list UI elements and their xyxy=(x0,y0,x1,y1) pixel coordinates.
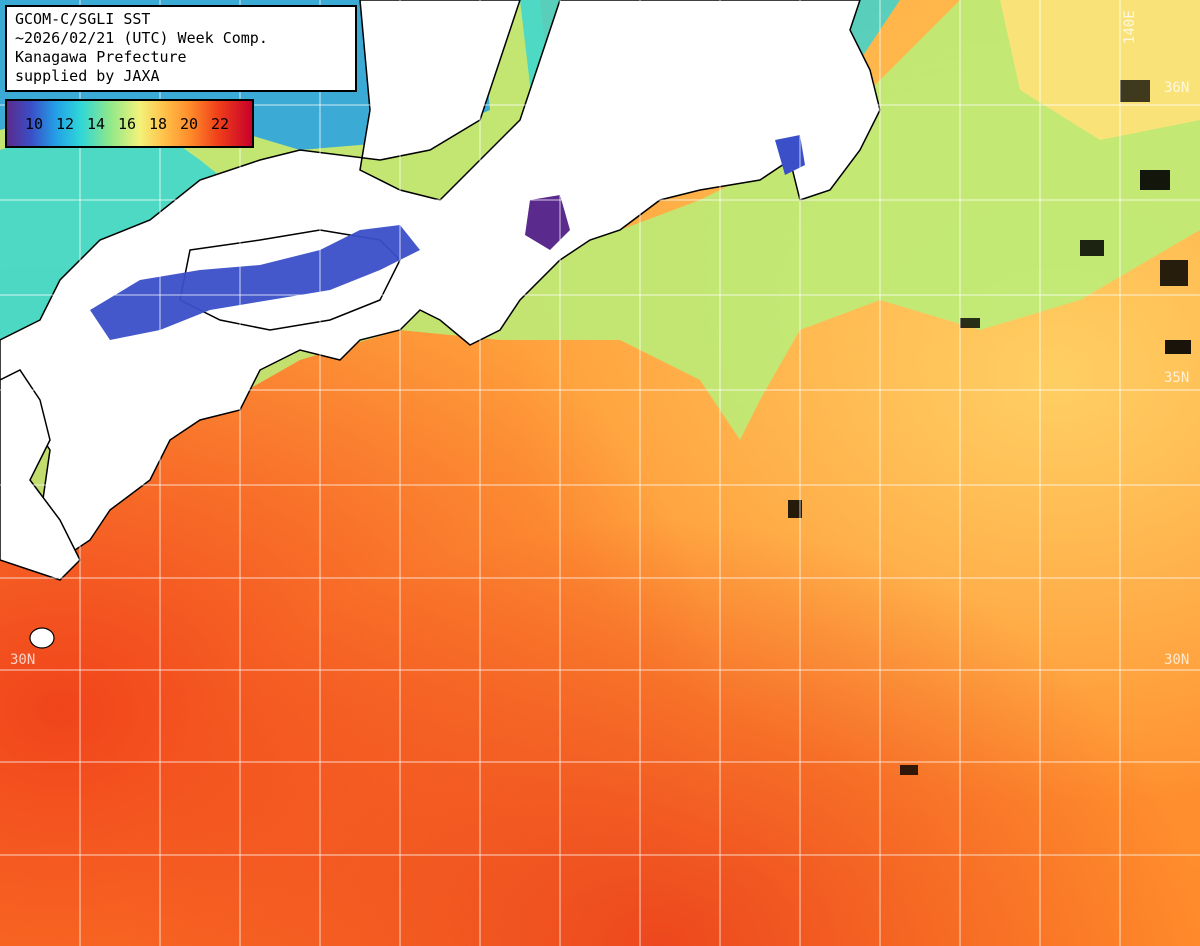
temperature-legend: 10 12 14 16 18 20 22 xyxy=(5,99,254,148)
legend-tick: 14 xyxy=(87,115,106,133)
lat-label-30n-right: 30N xyxy=(1164,652,1190,668)
japan-mainland xyxy=(0,0,881,562)
legend-tick: 20 xyxy=(180,115,199,133)
legend-tick: 18 xyxy=(149,115,168,133)
legend-tick: 16 xyxy=(118,115,137,133)
cloud-gaps xyxy=(788,80,1191,775)
legend-tick: 12 xyxy=(56,115,75,133)
legend-tick: 22 xyxy=(211,115,230,133)
seto-inland-sea xyxy=(90,225,420,340)
title-line-region: Kanagawa Prefecture xyxy=(15,48,187,66)
map-title-box: GCOM-C/SGLI SST ~2026/02/21 (UTC) Week C… xyxy=(5,5,357,92)
title-line-credit: supplied by JAXA xyxy=(15,67,160,85)
legend-tick-labels: 10 12 14 16 18 20 22 xyxy=(7,115,252,133)
tokyo-bay xyxy=(775,135,805,175)
small-island-south xyxy=(29,627,55,649)
lat-label-35n-right: 35N xyxy=(1164,370,1190,386)
ise-bay xyxy=(525,195,570,250)
lat-label-36n-right: 36N xyxy=(1164,80,1190,96)
lon-label-136e: 136E xyxy=(470,10,486,44)
lat-label-30n-left: 30N xyxy=(10,652,36,668)
lon-label-140e: 140E xyxy=(1122,10,1138,44)
title-line-date: ~2026/02/21 (UTC) Week Comp. xyxy=(15,29,268,47)
title-line-product: GCOM-C/SGLI SST xyxy=(15,10,151,28)
legend-tick: 10 xyxy=(25,115,44,133)
